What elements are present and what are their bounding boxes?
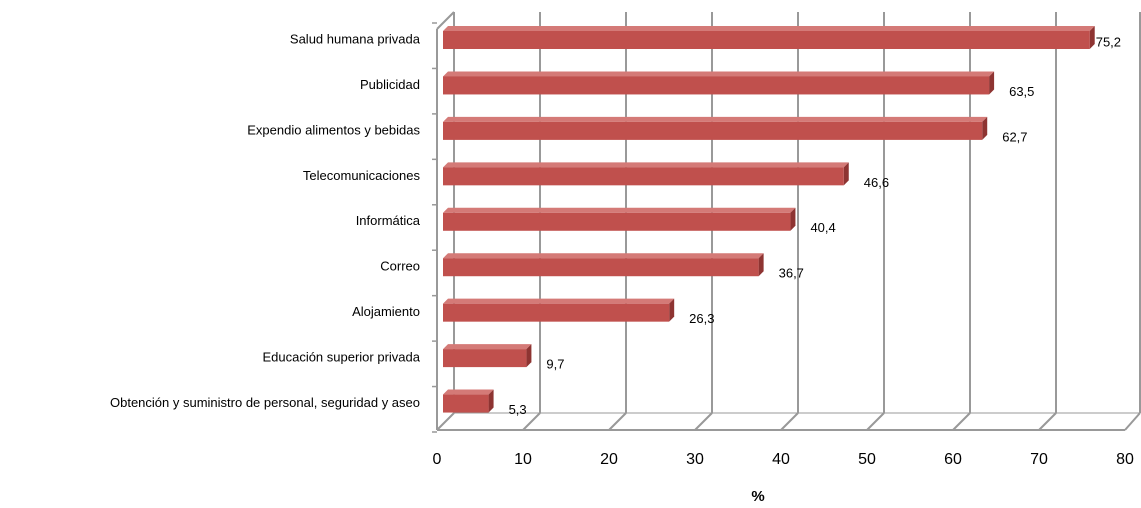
value-label: 75,2: [1096, 34, 1121, 49]
x-tick-label: 50: [858, 451, 876, 468]
bar-top: [443, 26, 1095, 31]
bar-side: [982, 116, 988, 140]
bar-top: [443, 207, 796, 213]
grid-floor: [1124, 412, 1141, 431]
bar-top: [443, 389, 494, 395]
axis-top: [436, 11, 455, 30]
value-label: 46,6: [864, 175, 889, 190]
value-label: 62,7: [1002, 129, 1027, 144]
bar-side: [526, 344, 532, 368]
x-tick-label: 70: [1030, 451, 1048, 468]
y-tick-label: Correo: [380, 259, 420, 274]
bar-side: [488, 389, 494, 413]
value-label: 63,5: [1009, 84, 1034, 99]
y-tick-label: Educación superior privada: [262, 350, 420, 365]
y-tick-label: Obtención y suministro de personal, segu…: [110, 395, 420, 410]
y-tick-label: Expendio alimentos y bebidas: [247, 122, 420, 137]
bar: [443, 303, 670, 322]
bar-side: [843, 162, 849, 186]
bar: [443, 76, 990, 95]
y-tick-label: Salud humana privada: [290, 31, 421, 46]
bar-top: [443, 162, 849, 168]
grid-floor: [436, 412, 455, 431]
bar: [443, 258, 759, 277]
bar: [443, 121, 983, 140]
grid-floor: [522, 412, 541, 431]
bar: [443, 349, 527, 368]
x-tick-label: 30: [686, 451, 704, 468]
bar: [443, 31, 1090, 49]
y-tick-label: Informática: [356, 213, 421, 228]
y-tick-label: Alojamiento: [352, 304, 420, 319]
bar-side: [669, 298, 675, 322]
grid-floor: [866, 412, 885, 431]
bar-side: [989, 71, 995, 95]
x-tick-label: 10: [514, 451, 532, 468]
bar-top: [443, 116, 988, 122]
y-tick-label: Telecomunicaciones: [303, 168, 421, 183]
x-tick-label: 60: [944, 451, 962, 468]
bar-top: [443, 344, 532, 350]
x-tick-label: 0: [433, 451, 442, 468]
bar-top: [443, 298, 675, 304]
bar-side: [790, 207, 796, 231]
value-label: 36,7: [779, 266, 804, 281]
x-tick-label: 80: [1116, 451, 1134, 468]
x-tick-label: 40: [772, 451, 790, 468]
grid-floor: [780, 412, 799, 431]
bar: [443, 167, 844, 186]
grid-floor: [952, 412, 971, 431]
bar: [443, 394, 489, 413]
bar: [443, 212, 791, 231]
bar-side: [1089, 26, 1095, 49]
grid-floor: [608, 412, 627, 431]
value-label: 9,7: [546, 357, 564, 372]
grid-floor: [1038, 412, 1057, 431]
bar-top: [443, 71, 995, 77]
x-tick-label: 20: [600, 451, 618, 468]
bar-top: [443, 253, 764, 259]
bar-side: [758, 253, 764, 277]
value-label: 40,4: [810, 220, 835, 235]
value-label: 5,3: [509, 402, 527, 417]
value-label: 26,3: [689, 311, 714, 326]
grid-floor: [694, 412, 713, 431]
x-axis-label: %: [751, 488, 764, 505]
y-tick-label: Publicidad: [360, 77, 420, 92]
